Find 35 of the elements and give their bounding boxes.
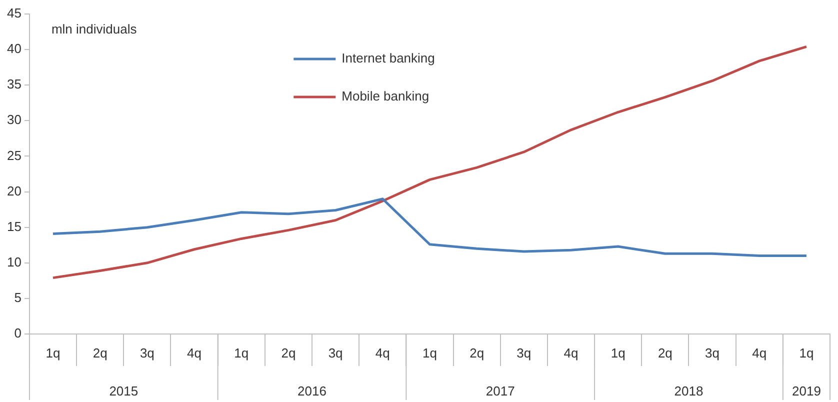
y-tick-label: 30 xyxy=(6,112,22,128)
legend-label: Internet banking xyxy=(342,50,435,66)
x-tick-label: 4q xyxy=(375,345,390,360)
x-tick-label: 2q xyxy=(281,345,296,360)
x-tick-label: 2q xyxy=(92,345,108,360)
x-tick-label: 1q xyxy=(46,345,60,360)
y-axis-title: mln individuals xyxy=(51,22,138,37)
x-tick-label: 4q xyxy=(187,345,202,360)
x-tick-label: 1q xyxy=(799,345,814,360)
legend-label: Mobile banking xyxy=(342,88,430,104)
y-tick-label: 40 xyxy=(6,41,22,56)
y-tick-label: 25 xyxy=(6,148,22,163)
x-tick-label: 3q xyxy=(140,345,154,360)
x-tick-label: 4q xyxy=(564,345,578,360)
y-tick-label: 35 xyxy=(6,76,22,92)
y-tick-label: 15 xyxy=(6,218,22,234)
text: 2017 xyxy=(486,384,515,399)
text: 2018 xyxy=(674,384,704,399)
x-tick-label: 2q xyxy=(658,345,672,360)
y-tick-label: 5 xyxy=(14,290,22,306)
y-tick-label: 45 xyxy=(6,6,22,21)
text: 2019 xyxy=(792,384,821,399)
y-tick-label: 10 xyxy=(6,254,22,270)
x-tick-label: 3q xyxy=(328,345,343,360)
x-tick-label: 1q xyxy=(610,345,626,360)
x-tick-label: 1q xyxy=(234,345,249,360)
x-tick-label: 3q xyxy=(516,345,532,360)
text: 2015 xyxy=(109,384,138,399)
text: 2016 xyxy=(298,384,326,399)
y-tick-label: 0 xyxy=(14,326,22,341)
x-tick-label: 3q xyxy=(705,345,720,360)
x-tick-label: 4q xyxy=(752,345,767,360)
x-tick-label: 2q xyxy=(470,345,484,360)
y-tick-label: 20 xyxy=(6,183,22,198)
x-tick-label: 1q xyxy=(422,345,437,360)
